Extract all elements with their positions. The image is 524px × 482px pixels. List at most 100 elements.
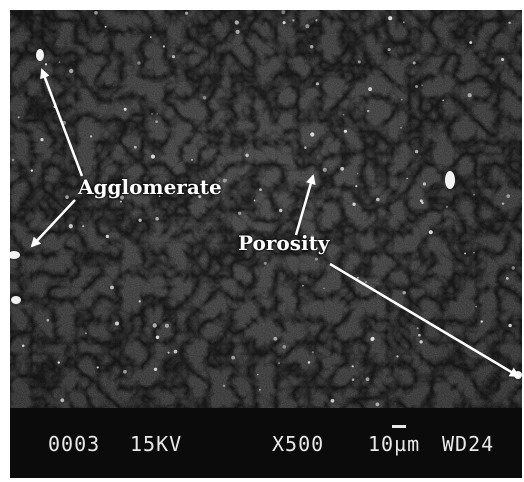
particle <box>231 355 236 360</box>
particle <box>153 367 158 372</box>
particle <box>89 135 93 138</box>
particle <box>58 61 61 63</box>
particle <box>123 179 125 182</box>
particle <box>511 266 515 270</box>
particle <box>376 197 380 202</box>
particle <box>155 120 158 123</box>
particle <box>351 378 355 381</box>
particle <box>137 61 141 65</box>
particle <box>11 158 15 162</box>
particle <box>305 24 310 29</box>
particle <box>123 369 127 374</box>
agglomerate-particle <box>36 49 44 61</box>
particle <box>245 153 249 158</box>
particle <box>198 195 202 199</box>
particle <box>421 84 423 86</box>
particle <box>69 68 74 74</box>
particle <box>419 340 423 344</box>
particle <box>355 184 358 188</box>
sem-data-bar: 0003 15KV X500 10µm WD24 <box>10 408 522 478</box>
particle <box>467 93 472 98</box>
particle <box>506 194 511 198</box>
magnification: X500 <box>272 432 325 456</box>
particle <box>473 251 475 254</box>
particle <box>202 95 207 100</box>
particle <box>351 365 354 368</box>
particle <box>155 216 159 221</box>
particle <box>357 60 361 64</box>
particle <box>418 333 421 337</box>
particle <box>253 199 256 202</box>
particle <box>480 320 483 323</box>
particle <box>400 126 402 129</box>
particle <box>501 57 505 62</box>
particle <box>310 132 315 137</box>
particle <box>368 87 373 92</box>
particle <box>311 351 314 354</box>
particle <box>96 366 99 369</box>
particle <box>133 145 137 149</box>
particle <box>302 285 304 287</box>
particle <box>428 230 433 235</box>
working-distance: WD24 <box>442 432 495 456</box>
particle <box>263 261 267 265</box>
particle <box>278 362 281 365</box>
particle <box>57 361 60 364</box>
agglomerate-particle <box>10 251 20 259</box>
particle <box>162 45 166 48</box>
particle <box>402 290 406 295</box>
particle <box>387 48 391 52</box>
particle <box>352 202 356 206</box>
particle <box>119 195 125 200</box>
particle <box>475 305 477 308</box>
particle <box>307 361 311 364</box>
particle <box>65 195 69 199</box>
particle <box>222 384 226 388</box>
particle <box>282 21 286 25</box>
particle <box>273 336 278 341</box>
particle <box>464 252 467 255</box>
particle <box>388 16 393 21</box>
particle <box>310 234 315 238</box>
particle <box>304 146 307 149</box>
particle <box>323 287 325 290</box>
particle <box>171 55 176 59</box>
particle <box>21 344 25 347</box>
agglomerate-particle <box>11 296 21 304</box>
scale-bar <box>392 425 406 428</box>
particle <box>115 321 119 326</box>
particle <box>119 200 122 203</box>
particle <box>469 41 473 44</box>
particle <box>419 199 423 203</box>
particle <box>315 19 318 22</box>
particle <box>366 109 370 113</box>
particle <box>416 327 419 330</box>
particle <box>375 402 380 407</box>
particle <box>225 179 228 181</box>
particle <box>343 129 348 133</box>
particle <box>238 211 242 215</box>
sem-micrograph <box>10 10 522 408</box>
particle <box>155 335 160 340</box>
particle <box>152 323 157 328</box>
particle <box>309 44 314 49</box>
particle <box>185 11 189 15</box>
particle <box>292 19 295 22</box>
particle <box>60 398 65 403</box>
particle <box>396 355 399 358</box>
particle <box>508 21 511 25</box>
particle <box>94 11 98 15</box>
particle <box>412 61 416 65</box>
particle <box>164 323 169 328</box>
particle <box>151 113 153 115</box>
accelerating-voltage: 15KV <box>130 432 183 456</box>
particle <box>357 173 359 175</box>
particle <box>330 398 335 403</box>
particle <box>138 300 141 303</box>
particle <box>104 25 107 28</box>
particle <box>123 107 127 111</box>
porosity-arrow-up <box>294 174 316 236</box>
particle <box>364 280 367 284</box>
